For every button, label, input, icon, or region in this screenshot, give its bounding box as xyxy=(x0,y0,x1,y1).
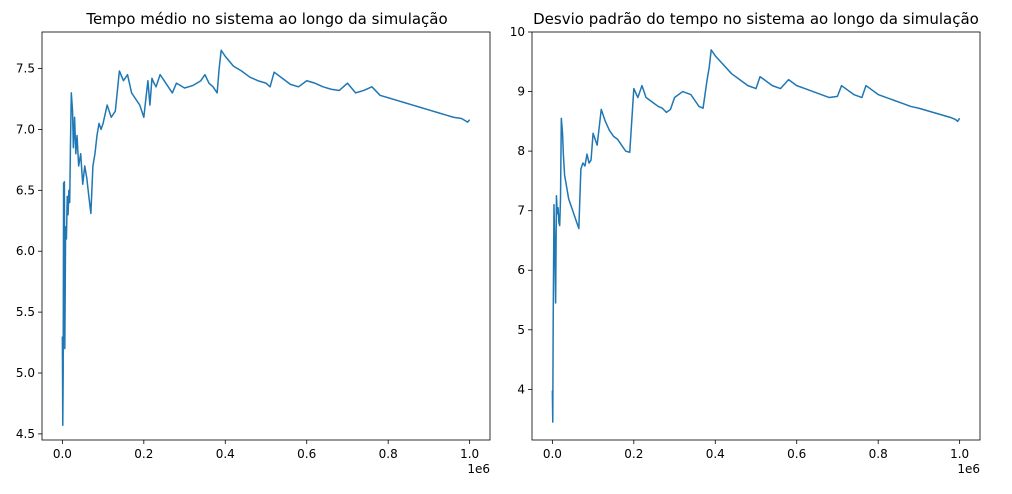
y-tick-label: 8 xyxy=(517,144,525,158)
series-line xyxy=(61,49,471,427)
x-tick-label: 0.0 xyxy=(53,447,72,461)
chart-title: Tempo médio no sistema ao longo da simul… xyxy=(85,10,447,28)
plot-frame xyxy=(41,31,491,441)
x-tick-label: 0.8 xyxy=(379,447,398,461)
y-tick-label: 5.5 xyxy=(16,305,35,319)
y-tick-label: 6.0 xyxy=(16,244,35,258)
chart-panel-mean-time: Tempo médio no sistema ao longo da simul… xyxy=(16,10,491,476)
y-tick-label: 4.5 xyxy=(16,427,35,441)
x-tick-label: 0.2 xyxy=(624,447,643,461)
y-tick-label: 6 xyxy=(517,263,525,277)
y-tick-label: 5 xyxy=(517,323,525,337)
chart-title: Desvio padrão do tempo no sistema ao lon… xyxy=(533,10,979,28)
y-tick-label: 9 xyxy=(517,85,525,99)
x-tick-label: 1.0 xyxy=(950,447,969,461)
x-offset-label: 1e6 xyxy=(467,462,490,476)
x-tick-label: 1.0 xyxy=(460,447,479,461)
x-tick-label: 0.2 xyxy=(134,447,153,461)
y-tick-label: 6.5 xyxy=(16,183,35,197)
x-tick-label: 0.4 xyxy=(216,447,235,461)
y-tick-label: 4 xyxy=(517,382,525,396)
y-tick-label: 7.0 xyxy=(16,122,35,136)
y-tick-label: 10 xyxy=(510,25,525,39)
y-tick-label: 7.5 xyxy=(16,62,35,76)
x-tick-label: 0.4 xyxy=(706,447,725,461)
y-tick-label: 7 xyxy=(517,204,525,218)
chart-panel-std-time: Desvio padrão do tempo no sistema ao lon… xyxy=(510,10,981,476)
y-tick-label: 5.0 xyxy=(16,366,35,380)
x-tick-label: 0.6 xyxy=(297,447,316,461)
x-tick-label: 0.0 xyxy=(543,447,562,461)
series-line xyxy=(551,49,961,423)
plot-frame xyxy=(531,31,981,441)
x-tick-label: 0.8 xyxy=(869,447,888,461)
x-tick-label: 0.6 xyxy=(787,447,806,461)
x-offset-label: 1e6 xyxy=(957,462,980,476)
